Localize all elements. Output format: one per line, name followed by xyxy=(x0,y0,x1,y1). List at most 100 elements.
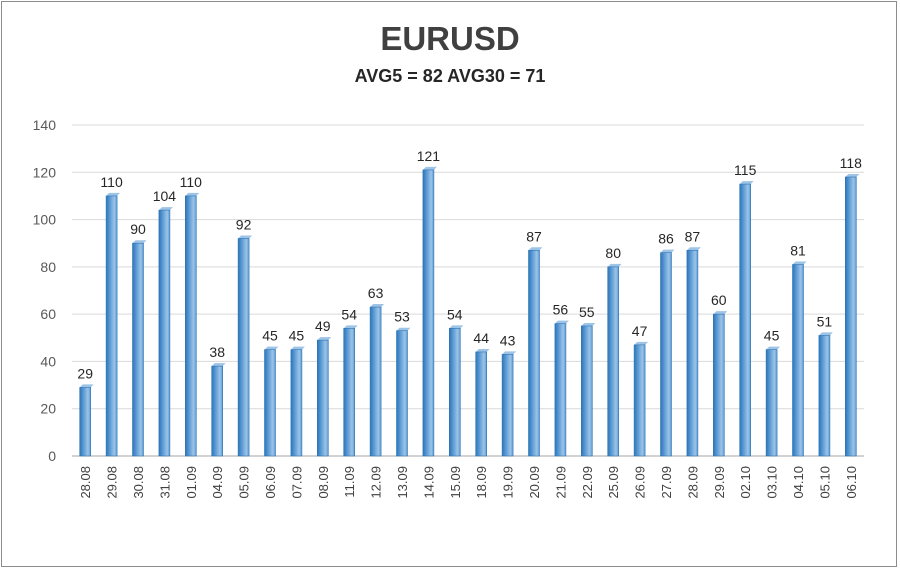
bar-top xyxy=(818,332,833,336)
data-label: 121 xyxy=(417,148,441,164)
bar xyxy=(528,250,540,457)
bar-top xyxy=(581,322,596,326)
data-label: 45 xyxy=(764,328,780,344)
bar xyxy=(712,313,725,457)
bar xyxy=(290,349,303,457)
data-label: 54 xyxy=(447,306,463,322)
x-tick-label: 11.09 xyxy=(342,466,357,498)
bar-top xyxy=(634,341,649,345)
bar-top xyxy=(422,166,437,170)
data-label: 44 xyxy=(473,330,489,346)
bar-top xyxy=(766,346,781,350)
y-axis-ticks: 0 20 40 60 80 100 120 140 xyxy=(33,117,57,464)
data-label: 86 xyxy=(658,231,674,247)
y-tick-label: 0 xyxy=(48,448,56,464)
data-label: 55 xyxy=(579,304,595,320)
bar xyxy=(633,344,646,457)
bar-top xyxy=(475,348,490,352)
x-tick-label: 07.09 xyxy=(289,466,304,499)
bar xyxy=(396,330,408,457)
x-tick-label: 21.09 xyxy=(553,466,568,499)
bar-top xyxy=(79,384,94,388)
bar xyxy=(237,238,250,457)
data-label: 104 xyxy=(153,188,177,204)
data-label: 80 xyxy=(605,245,621,261)
bar-top xyxy=(449,325,464,329)
data-label: 110 xyxy=(180,174,203,190)
bar xyxy=(501,354,514,457)
data-label: 49 xyxy=(315,318,331,334)
bar-top xyxy=(132,240,147,244)
bar xyxy=(739,183,752,457)
x-tick-label: 22.09 xyxy=(580,466,595,499)
x-tick-label: 08.09 xyxy=(316,466,331,499)
bar xyxy=(422,169,435,457)
x-tick-label: 20.09 xyxy=(527,466,542,499)
x-tick-label: 04.09 xyxy=(210,466,225,499)
y-tick-label: 60 xyxy=(40,306,56,322)
bar-top xyxy=(686,247,701,251)
bar xyxy=(554,323,567,457)
bar-top xyxy=(554,320,569,324)
bar-top xyxy=(264,346,279,350)
data-label: 90 xyxy=(130,221,146,237)
y-tick-label: 140 xyxy=(33,117,57,133)
bar xyxy=(844,176,857,457)
bar-top xyxy=(792,261,807,265)
x-tick-label: 28.08 xyxy=(78,466,93,499)
bar-top xyxy=(343,325,358,329)
data-label: 56 xyxy=(553,302,569,318)
x-tick-label: 27.09 xyxy=(659,466,674,499)
data-label: 54 xyxy=(341,306,357,322)
x-tick-label: 01.09 xyxy=(184,466,199,499)
bar xyxy=(185,195,197,457)
data-label: 45 xyxy=(262,328,278,344)
bar xyxy=(660,252,672,457)
x-tick-label: 04.10 xyxy=(791,466,806,499)
x-tick-label: 18.09 xyxy=(474,466,489,499)
bar xyxy=(686,250,699,457)
bar-top xyxy=(211,363,226,367)
bar xyxy=(448,328,461,457)
bar-top xyxy=(158,207,173,211)
bar-top xyxy=(290,346,305,350)
bar-top xyxy=(370,304,385,308)
bar-top xyxy=(660,249,675,253)
bar xyxy=(475,351,488,457)
x-tick-label: 14.09 xyxy=(421,466,436,499)
data-label: 45 xyxy=(289,328,305,344)
bar-top xyxy=(713,311,728,315)
x-tick-label: 05.09 xyxy=(237,466,252,499)
x-tick-label: 30.08 xyxy=(131,466,146,499)
bar-top xyxy=(528,247,543,251)
x-tick-label: 29.08 xyxy=(105,466,120,499)
bar-top xyxy=(106,192,121,196)
bar-top xyxy=(317,337,332,341)
bar xyxy=(264,349,276,457)
bar xyxy=(105,195,118,457)
x-tick-label: 31.08 xyxy=(157,466,172,499)
x-tick-label: 25.09 xyxy=(606,466,621,499)
bar-top xyxy=(502,351,517,355)
x-tick-label: 15.09 xyxy=(448,466,463,499)
bar-top xyxy=(238,235,253,239)
bar xyxy=(765,349,778,457)
bar xyxy=(607,266,620,457)
x-tick-label: 02.10 xyxy=(738,466,753,499)
x-axis-ticks: 28.08 29.08 30.08 31.08 01.09 04.09 05.09 06.09… xyxy=(78,466,859,499)
data-label: 110 xyxy=(100,174,123,190)
data-label: 87 xyxy=(526,228,542,244)
data-label: 60 xyxy=(711,292,727,308)
data-label: 38 xyxy=(209,344,225,360)
data-label: 29 xyxy=(77,365,93,381)
x-tick-label: 06.10 xyxy=(844,466,859,499)
y-tick-label: 100 xyxy=(33,212,57,228)
data-label: 81 xyxy=(790,242,806,258)
data-label: 63 xyxy=(368,285,384,301)
bars xyxy=(79,166,860,457)
data-label: 53 xyxy=(394,309,410,325)
bar xyxy=(211,365,223,457)
data-label: 47 xyxy=(632,323,648,339)
